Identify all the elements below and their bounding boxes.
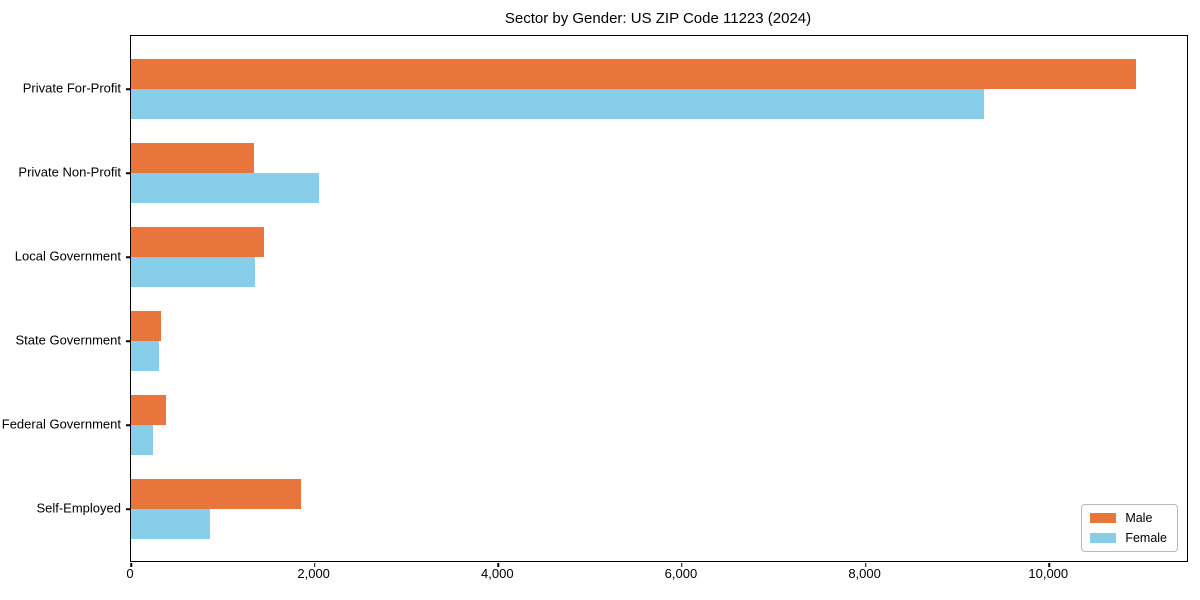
bar-male-3 [131, 311, 162, 341]
bar-female-0 [131, 89, 985, 119]
female-color-swatch [1090, 532, 1117, 543]
x-axis-label: 8,000 [848, 566, 881, 581]
x-axis-label: 10,000 [1028, 566, 1069, 581]
x-axis-label: 4,000 [481, 566, 514, 581]
y-axis-tick [126, 88, 130, 90]
legend-label-male: Male [1125, 511, 1153, 525]
x-axis-tick [1048, 562, 1050, 567]
x-axis-label: 2,000 [297, 566, 330, 581]
bar-female-5 [131, 509, 210, 539]
bar-male-5 [131, 479, 301, 509]
plot-area [126, 35, 1188, 567]
x-axis-tick [313, 562, 316, 567]
x-axis-label: 6,000 [664, 566, 698, 581]
legend-label-female: Female [1125, 530, 1167, 545]
bar-female-1 [131, 173, 320, 203]
x-axis-tick [681, 562, 683, 567]
y-axis-label: State Government [15, 332, 122, 348]
legend-item-female: Female [1090, 530, 1167, 545]
y-axis-tick [126, 508, 130, 510]
x-axis-tick [497, 562, 500, 567]
x-axis-label: 0 [126, 566, 134, 581]
chart-title: Sector by Gender: US ZIP Code 11223 (202… [504, 10, 812, 27]
bar-male-1 [131, 143, 255, 173]
bar-female-3 [131, 341, 160, 371]
y-axis-label: Private Non-Profit [18, 164, 121, 180]
bar-female-4 [131, 425, 154, 455]
x-axis-tick [864, 562, 867, 567]
bar-male-2 [131, 227, 265, 257]
bar-female-2 [131, 257, 255, 287]
y-axis-tick [126, 424, 130, 426]
y-axis-label: Federal Government [1, 416, 121, 432]
legend-item-male: Male [1090, 512, 1167, 525]
y-axis-label: Private For-Profit [22, 80, 121, 96]
x-axis-tick [130, 562, 132, 567]
bar-male-4 [131, 395, 166, 425]
y-axis-tick [126, 340, 130, 342]
y-axis-tick [126, 256, 130, 258]
y-axis-tick [126, 172, 130, 174]
legend: Male Female [1081, 504, 1178, 552]
y-axis-label: Local Government [14, 248, 121, 264]
bar-male-0 [131, 59, 1137, 89]
y-axis-label: Self-Employed [36, 500, 121, 516]
male-color-swatch [1090, 513, 1117, 524]
